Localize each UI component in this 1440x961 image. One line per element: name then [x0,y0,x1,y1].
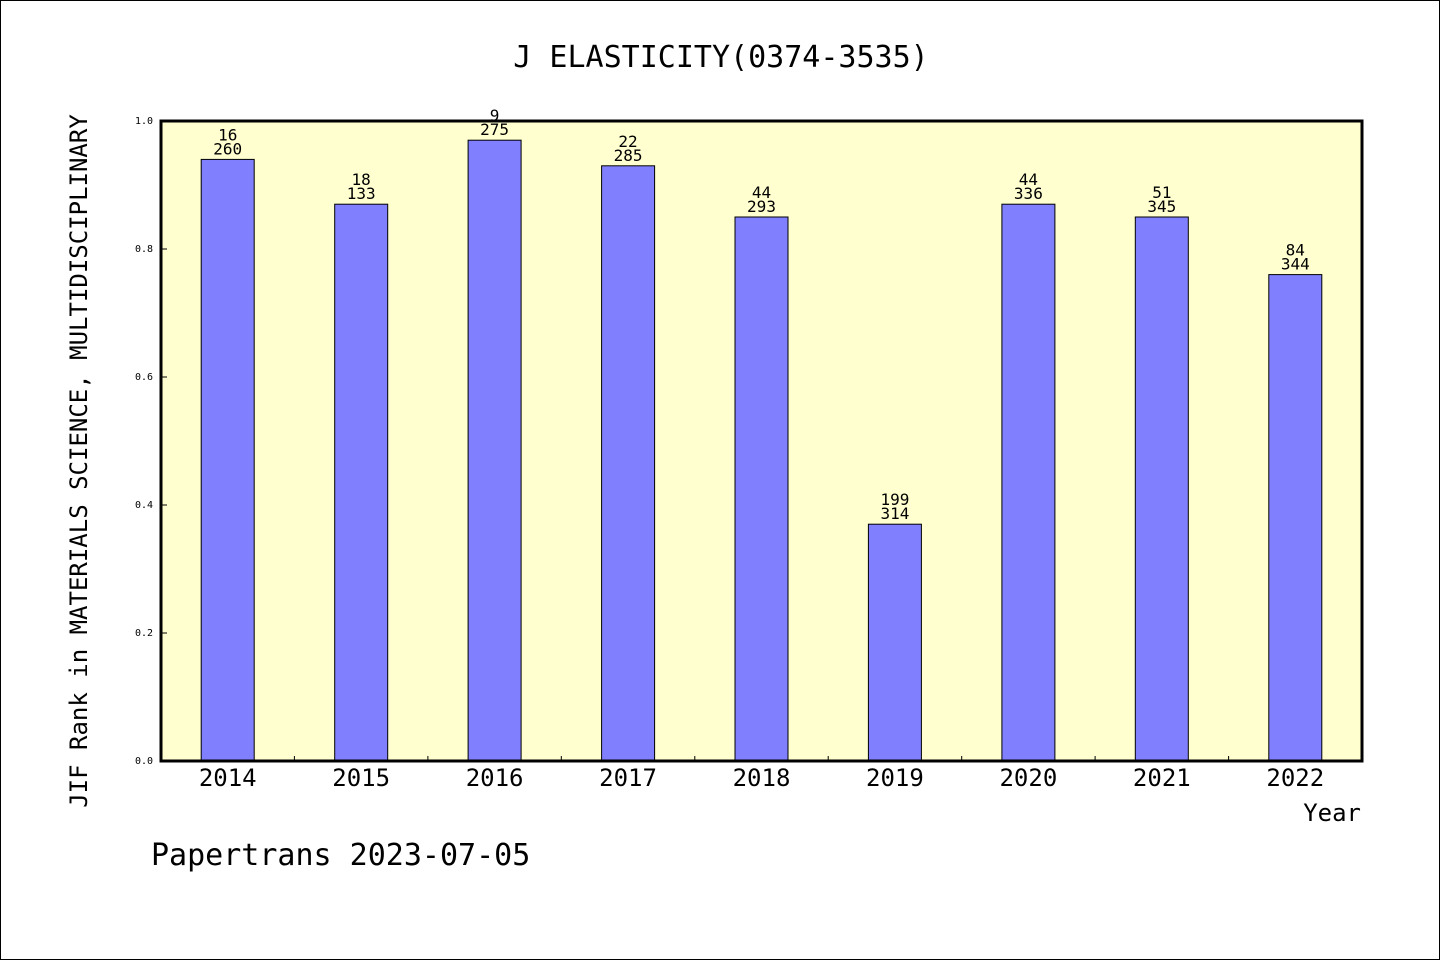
bar-total-label-2017: 285 [614,146,643,165]
bar-2016 [467,139,522,762]
x-tick-label-2015: 2015 [332,764,390,792]
x-tick-label-2022: 2022 [1266,764,1324,792]
bar-rank-label-2020: 44 [1019,170,1038,189]
bar-total-label-2021: 345 [1147,197,1176,216]
y-tick-label-2: 0.4 [135,500,153,511]
footer-text: Papertrans 2023-07-05 [151,838,530,873]
x-axis-label: Year [1303,799,1361,827]
bar-2019 [867,523,922,762]
plot-border [159,119,1364,763]
y-tick-label-5: 1.0 [135,116,153,127]
chart-title: J ELASTICITY(0374-3535) [513,40,928,75]
x-tick-label-2016: 2016 [466,764,524,792]
bar-total-label-2016: 275 [480,120,509,139]
bar-total-label-2022: 344 [1281,255,1310,274]
bar-rank-label-2018: 44 [752,183,771,202]
bars-group [200,139,1323,762]
bar-total-label-2015: 133 [347,184,376,203]
bar-total-label-2020: 336 [1014,184,1043,203]
bar-2017 [601,165,656,762]
bar-rank-label-2021: 51 [1152,183,1171,202]
x-tick-label-2014: 2014 [199,764,257,792]
y-axis-label: JIF Rank in MATERIALS SCIENCE, MULTIDISC… [65,114,93,808]
bar-rank-label-2016: 9 [490,106,500,125]
bar-rank-label-2015: 18 [352,170,371,189]
bar-total-label-2018: 293 [747,197,776,216]
bar-rank-label-2019: 199 [880,490,909,509]
bar-rank-label-2022: 84 [1286,241,1305,260]
y-tick-label-4: 0.8 [135,244,153,255]
x-tick-label-2019: 2019 [866,764,924,792]
x-axis: 2014 2015 2016 2017 2018 2019 2020 2021 2022 [199,756,1324,792]
x-tick-label-2020: 2020 [999,764,1057,792]
y-tick-label-1: 0.2 [135,628,153,639]
bar-2014 [200,158,255,762]
bar-rank-label-2014: 16 [218,125,237,144]
bar-2018 [734,216,789,762]
bar-total-label-2014: 260 [213,139,242,158]
x-tick-label-2018: 2018 [733,764,791,792]
bar-2022 [1268,274,1323,762]
y-tick-label-0: 0.0 [135,756,153,767]
x-tick-label-2017: 2017 [599,764,657,792]
bar-total-label-2019: 314 [880,504,909,523]
bar-2021 [1134,216,1189,762]
bar-rank-label-2017: 22 [618,132,637,151]
x-tick-label-2021: 2021 [1133,764,1191,792]
bar-2015 [334,203,389,762]
y-tick-label-3: 0.6 [135,372,153,383]
bar-2020 [1001,203,1056,762]
